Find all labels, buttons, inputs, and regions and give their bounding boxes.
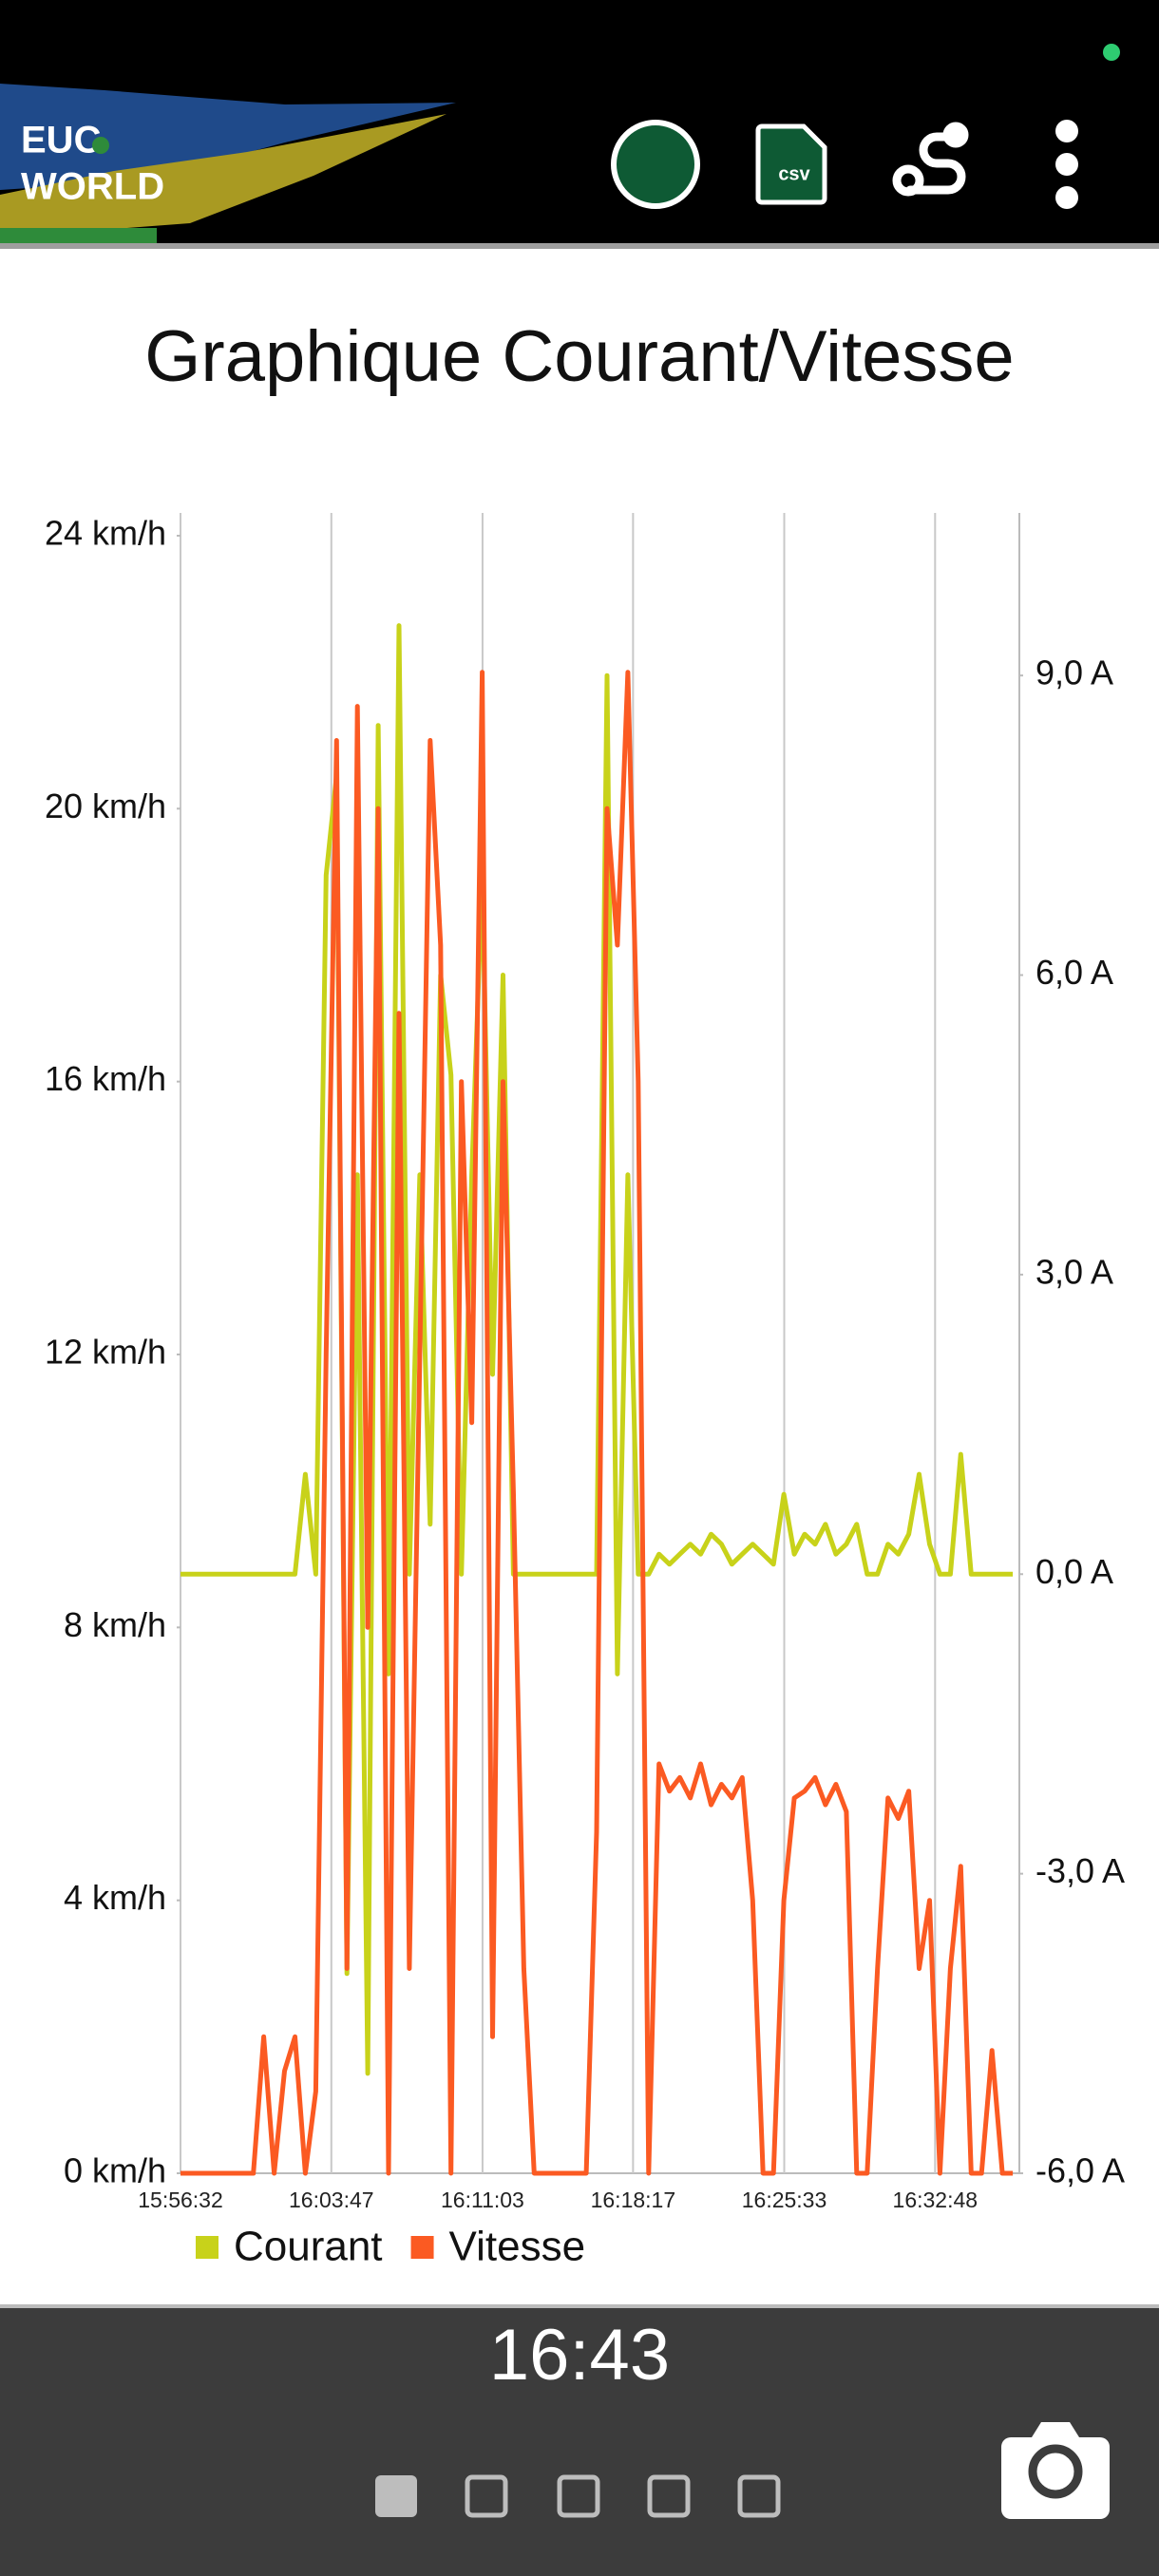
y2-tick-label: 9,0 A bbox=[1036, 653, 1113, 692]
y2-tick-label: 0,0 A bbox=[1036, 1552, 1113, 1591]
x-tick-label: 16:11:03 bbox=[441, 2188, 524, 2212]
chart-title: Graphique Courant/Vitesse bbox=[144, 316, 1014, 397]
y2-tick-label: 3,0 A bbox=[1036, 1252, 1113, 1291]
record-icon[interactable] bbox=[611, 120, 700, 209]
route-button[interactable] bbox=[892, 122, 969, 197]
route-icon[interactable] bbox=[905, 132, 966, 195]
legend-label: Courant bbox=[234, 2224, 383, 2270]
logo-brush-blue bbox=[0, 84, 456, 190]
y2-tick-label: -3,0 A bbox=[1036, 1851, 1125, 1890]
x-tick-label: 16:25:33 bbox=[742, 2188, 827, 2212]
x-tick-label: 16:18:17 bbox=[591, 2188, 676, 2212]
bottom-bar-divider bbox=[0, 2304, 1159, 2310]
y-tick-label: 24 km/h bbox=[45, 514, 166, 553]
x-tick-label: 16:32:48 bbox=[893, 2188, 978, 2212]
y-tick-label: 12 km/h bbox=[45, 1333, 166, 1372]
logo: EUC WORLD bbox=[0, 84, 456, 243]
plot-area: 15:56:32 16:03:47 16:11:03 16:18:17 16:25:33… bbox=[45, 513, 1125, 2270]
app-bar-divider bbox=[0, 243, 1159, 249]
logo-brush-green bbox=[0, 228, 157, 243]
y2-tick-label: -6,0 A bbox=[1036, 2151, 1125, 2190]
y-tick-label: 20 km/h bbox=[45, 786, 166, 825]
csv-icon-text[interactable]: csv bbox=[778, 163, 810, 184]
clock: 16:43 bbox=[489, 2315, 670, 2396]
status-dot bbox=[1103, 44, 1120, 61]
legend-swatch bbox=[196, 2236, 218, 2259]
route-icon-pin[interactable] bbox=[942, 122, 969, 148]
camera-button[interactable] bbox=[1001, 2422, 1110, 2519]
y-tick-label: 4 km/h bbox=[64, 1878, 166, 1917]
x-tick-label: 15:56:32 bbox=[138, 2188, 223, 2212]
menu-dot[interactable] bbox=[1055, 186, 1078, 209]
y-tick-label: 0 km/h bbox=[64, 2151, 166, 2190]
y-tick-label: 8 km/h bbox=[64, 1605, 166, 1644]
record-button[interactable] bbox=[611, 120, 700, 209]
logo-brush-yellow bbox=[0, 114, 446, 237]
menu-button[interactable] bbox=[1055, 120, 1078, 209]
route-icon-pin[interactable] bbox=[892, 164, 924, 197]
y2-tick-label: 6,0 A bbox=[1036, 953, 1113, 992]
series-line bbox=[180, 623, 1014, 2076]
csv-button[interactable]: csv bbox=[755, 123, 827, 205]
camera-lens[interactable] bbox=[1028, 2444, 1083, 2499]
page-dot[interactable] bbox=[465, 2474, 508, 2518]
legend-swatch bbox=[410, 2236, 434, 2259]
menu-dot[interactable] bbox=[1055, 120, 1078, 142]
camera-icon[interactable] bbox=[1001, 2422, 1110, 2519]
logo-text: EUC bbox=[21, 120, 101, 161]
page-indicator bbox=[375, 2474, 781, 2518]
logo-dot bbox=[92, 137, 109, 154]
legend-label: Vitesse bbox=[449, 2224, 586, 2270]
menu-dot[interactable] bbox=[1055, 153, 1078, 176]
logo-text: WORLD bbox=[21, 166, 164, 208]
page-dot[interactable] bbox=[647, 2474, 691, 2518]
y-tick-label: 16 km/h bbox=[45, 1059, 166, 1098]
x-tick-label: 16:03:47 bbox=[289, 2188, 374, 2212]
page-dot[interactable] bbox=[737, 2474, 781, 2518]
series-line bbox=[180, 670, 1014, 2176]
bottom-bar bbox=[0, 2308, 1159, 2576]
csv-icon[interactable] bbox=[755, 123, 827, 205]
page-dot-active[interactable] bbox=[375, 2475, 417, 2517]
page-dot[interactable] bbox=[557, 2474, 600, 2518]
